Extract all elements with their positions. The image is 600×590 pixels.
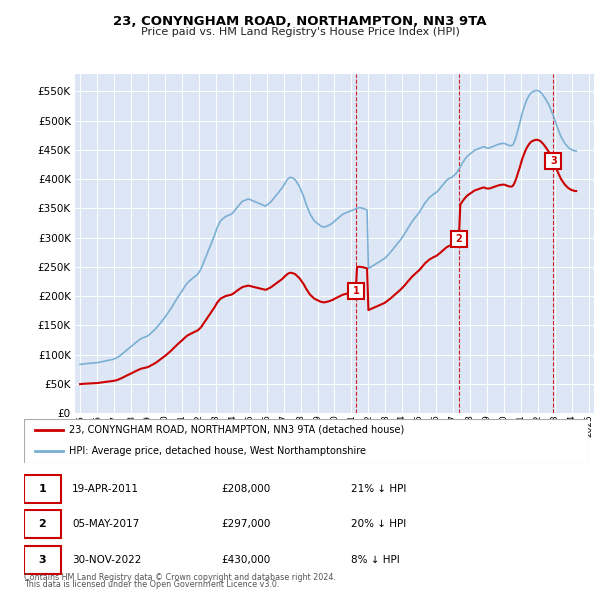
Text: £430,000: £430,000 bbox=[221, 555, 271, 565]
Text: 30-NOV-2022: 30-NOV-2022 bbox=[72, 555, 142, 565]
Text: Contains HM Land Registry data © Crown copyright and database right 2024.: Contains HM Land Registry data © Crown c… bbox=[24, 573, 336, 582]
Text: 23, CONYNGHAM ROAD, NORTHAMPTON, NN3 9TA: 23, CONYNGHAM ROAD, NORTHAMPTON, NN3 9TA bbox=[113, 15, 487, 28]
FancyBboxPatch shape bbox=[24, 419, 588, 463]
Text: Price paid vs. HM Land Registry's House Price Index (HPI): Price paid vs. HM Land Registry's House … bbox=[140, 27, 460, 37]
Text: 19-APR-2011: 19-APR-2011 bbox=[72, 484, 139, 494]
Text: 1: 1 bbox=[38, 484, 46, 494]
FancyBboxPatch shape bbox=[24, 475, 61, 503]
Text: 8% ↓ HPI: 8% ↓ HPI bbox=[351, 555, 400, 565]
Text: 20% ↓ HPI: 20% ↓ HPI bbox=[351, 519, 406, 529]
Text: 3: 3 bbox=[38, 555, 46, 565]
Text: £208,000: £208,000 bbox=[221, 484, 271, 494]
Text: 1: 1 bbox=[353, 286, 360, 296]
FancyBboxPatch shape bbox=[24, 546, 61, 573]
Text: 21% ↓ HPI: 21% ↓ HPI bbox=[351, 484, 406, 494]
Text: 05-MAY-2017: 05-MAY-2017 bbox=[72, 519, 139, 529]
Text: £297,000: £297,000 bbox=[221, 519, 271, 529]
Text: 2: 2 bbox=[455, 234, 463, 244]
Text: This data is licensed under the Open Government Licence v3.0.: This data is licensed under the Open Gov… bbox=[24, 580, 280, 589]
Text: HPI: Average price, detached house, West Northamptonshire: HPI: Average price, detached house, West… bbox=[69, 446, 366, 455]
Text: 23, CONYNGHAM ROAD, NORTHAMPTON, NN3 9TA (detached house): 23, CONYNGHAM ROAD, NORTHAMPTON, NN3 9TA… bbox=[69, 425, 404, 435]
FancyBboxPatch shape bbox=[24, 510, 61, 538]
Text: 2: 2 bbox=[38, 519, 46, 529]
Text: 3: 3 bbox=[550, 156, 557, 166]
